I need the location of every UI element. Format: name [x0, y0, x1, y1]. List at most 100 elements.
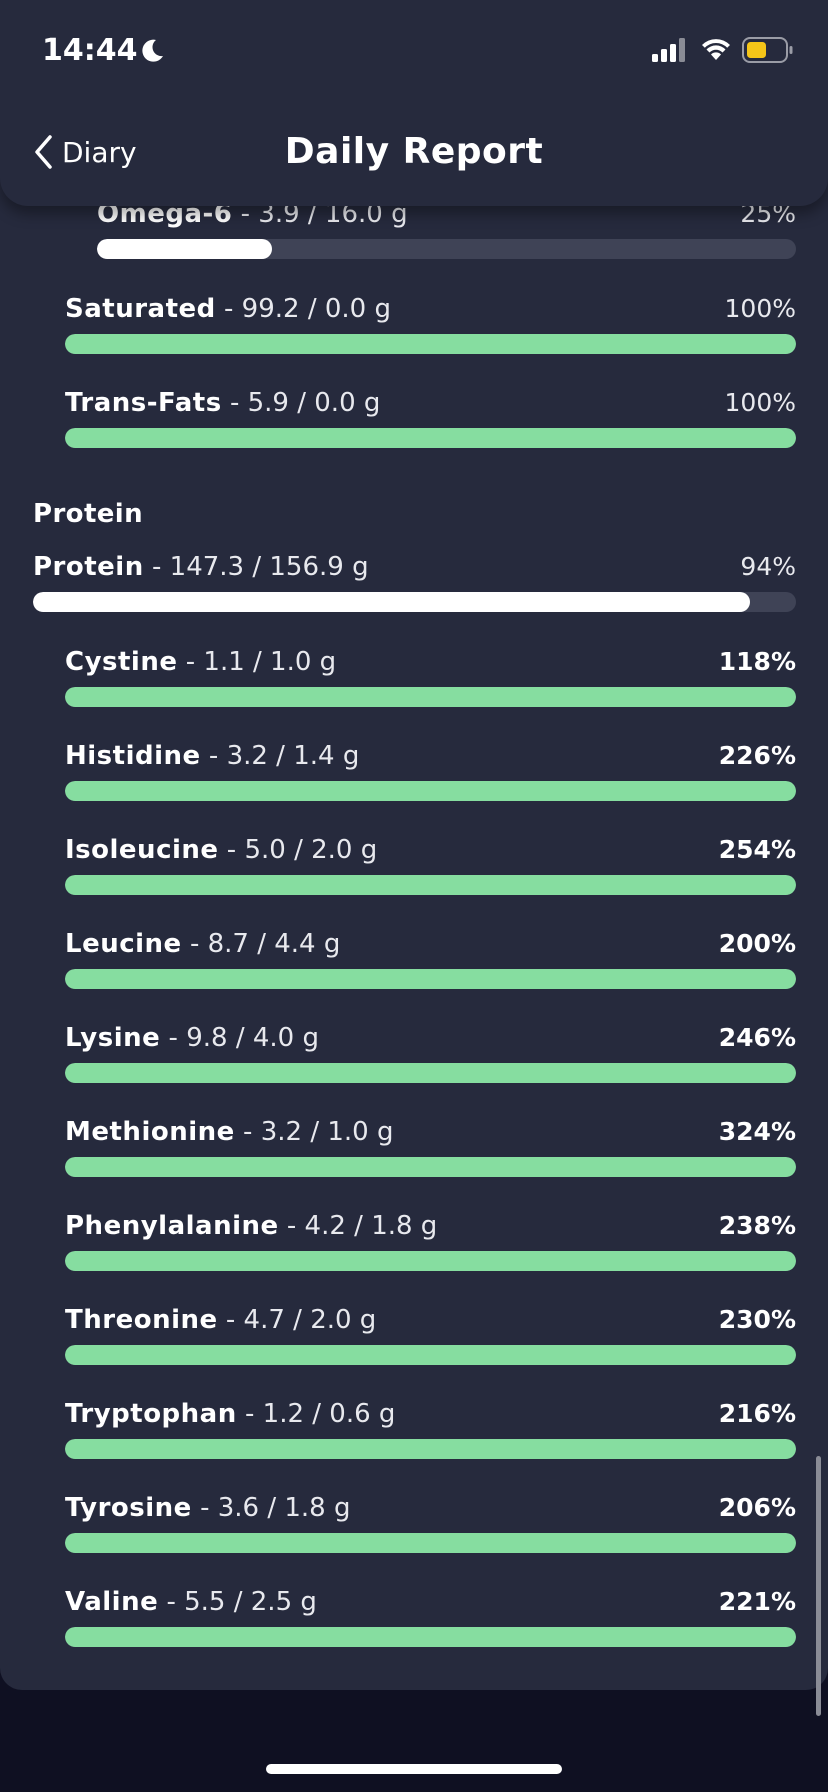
- nutrient-percent: 206%: [718, 1493, 796, 1522]
- progress-track: [65, 1157, 796, 1177]
- nutrient-row-leucine[interactable]: Leucine - 8.7 / 4.4 g 200%: [65, 928, 796, 992]
- nutrient-name: Valine: [65, 1587, 159, 1617]
- nutrient-percent: 200%: [718, 929, 796, 958]
- nutrient-name: Lysine: [65, 1023, 161, 1053]
- nutrient-amount: - 5.9 / 0.0 g: [221, 388, 381, 418]
- nutrient-name: Isoleucine: [65, 835, 219, 865]
- back-button[interactable]: Diary: [32, 132, 137, 172]
- nutrient-name: Histidine: [65, 741, 201, 771]
- progress-track: [65, 687, 796, 707]
- nutrient-row-protein[interactable]: Protein - 147.3 / 156.9 g 94%: [33, 551, 796, 615]
- report-card: Protein Omega-6 - 3.9 / 16.0 g 25% Saturat…: [0, 0, 828, 1690]
- nutrient-row-tyrosine[interactable]: Tyrosine - 3.6 / 1.8 g 206%: [65, 1492, 796, 1556]
- progress-fill: [65, 1063, 796, 1083]
- nutrient-label: Leucine - 8.7 / 4.4 g: [65, 928, 340, 960]
- nutrient-label: Isoleucine - 5.0 / 2.0 g: [65, 834, 377, 866]
- progress-fill: [65, 1251, 796, 1271]
- nutrient-label: Protein - 147.3 / 156.9 g: [33, 551, 369, 583]
- nutrient-percent: 221%: [718, 1587, 796, 1616]
- progress-track: [65, 875, 796, 895]
- progress-fill: [33, 592, 751, 612]
- nutrient-amount: - 8.7 / 4.4 g: [181, 929, 341, 959]
- nutrient-percent: 238%: [718, 1211, 796, 1240]
- back-button-label: Diary: [62, 135, 137, 169]
- nutrient-name: Leucine: [65, 929, 182, 959]
- moon-icon: [142, 39, 163, 62]
- home-indicator[interactable]: [266, 1764, 562, 1774]
- battery-low-icon: [742, 37, 793, 63]
- nutrient-name: Threonine: [65, 1305, 218, 1335]
- nutrient-row-methionine[interactable]: Methionine - 3.2 / 1.0 g 324%: [65, 1116, 796, 1180]
- nutrient-amount: - 99.2 / 0.0 g: [215, 294, 391, 324]
- nutrient-amount: - 4.7 / 2.0 g: [217, 1305, 377, 1335]
- nutrient-row-phenylalanine[interactable]: Phenylalanine - 4.2 / 1.8 g 238%: [65, 1210, 796, 1274]
- nutrient-label: Cystine - 1.1 / 1.0 g: [65, 646, 336, 678]
- section-title-protein: Protein: [33, 499, 144, 529]
- nutrient-percent: 100%: [724, 294, 796, 323]
- nutrient-row-isoleucine[interactable]: Isoleucine - 5.0 / 2.0 g 254%: [65, 834, 796, 898]
- progress-fill: [65, 1627, 796, 1647]
- progress-track: [65, 1533, 796, 1553]
- nutrient-label: Tryptophan - 1.2 / 0.6 g: [65, 1398, 395, 1430]
- nutrient-percent: 216%: [718, 1399, 796, 1428]
- progress-track: [65, 334, 796, 354]
- progress-fill: [97, 239, 272, 259]
- nav-header: 14:44 Diary Daily Report: [0, 0, 828, 206]
- nutrient-row-lysine[interactable]: Lysine - 9.8 / 4.0 g 246%: [65, 1022, 796, 1086]
- nutrient-row-trans-fats[interactable]: Trans-Fats - 5.9 / 0.0 g 100%: [65, 387, 796, 451]
- nutrient-percent: 118%: [718, 647, 796, 676]
- nutrient-percent: 94%: [740, 552, 796, 581]
- nutrient-amount: - 1.1 / 1.0 g: [177, 647, 337, 677]
- nutrient-amount: - 3.2 / 1.0 g: [234, 1117, 394, 1147]
- nutrient-name: Saturated: [65, 294, 216, 324]
- progress-track: [65, 1251, 796, 1271]
- chevron-left-icon: [35, 135, 52, 169]
- nutrient-row-tryptophan[interactable]: Tryptophan - 1.2 / 0.6 g 216%: [65, 1398, 796, 1462]
- nutrient-label: Threonine - 4.7 / 2.0 g: [65, 1304, 376, 1336]
- nutrient-label: Methionine - 3.2 / 1.0 g: [65, 1116, 393, 1148]
- nutrient-label: Valine - 5.5 / 2.5 g: [65, 1586, 317, 1618]
- nutrient-percent: 100%: [724, 388, 796, 417]
- progress-track: [65, 428, 796, 448]
- progress-track: [65, 781, 796, 801]
- nutrient-row-cystine[interactable]: Cystine - 1.1 / 1.0 g 118%: [65, 646, 796, 710]
- progress-fill: [65, 1345, 796, 1365]
- nutrient-percent: 246%: [718, 1023, 796, 1052]
- nutrient-name: Methionine: [65, 1117, 235, 1147]
- scrollbar[interactable]: [816, 1456, 821, 1716]
- nutrient-name: Tyrosine: [65, 1493, 192, 1523]
- progress-track: [65, 1439, 796, 1459]
- nutrient-label: Trans-Fats - 5.9 / 0.0 g: [65, 387, 380, 419]
- progress-fill: [65, 687, 796, 707]
- nutrient-row-histidine[interactable]: Histidine - 3.2 / 1.4 g 226%: [65, 740, 796, 804]
- nutrient-amount: - 3.6 / 1.8 g: [191, 1493, 351, 1523]
- progress-track: [33, 592, 796, 612]
- nutrient-label: Lysine - 9.8 / 4.0 g: [65, 1022, 319, 1054]
- nutrient-amount: - 5.0 / 2.0 g: [218, 835, 378, 865]
- progress-track: [65, 1063, 796, 1083]
- page-title: Daily Report: [284, 131, 544, 172]
- progress-track: [97, 239, 796, 259]
- nutrient-percent: 254%: [718, 835, 796, 864]
- nutrient-percent: 226%: [718, 741, 796, 770]
- nutrient-amount: - 147.3 / 156.9 g: [143, 552, 369, 582]
- nutrient-label: Histidine - 3.2 / 1.4 g: [65, 740, 359, 772]
- nutrient-row-saturated[interactable]: Saturated - 99.2 / 0.0 g 100%: [65, 293, 796, 357]
- nutrient-name: Tryptophan: [65, 1399, 237, 1429]
- nutrient-row-omega-6[interactable]: Omega-6 - 3.9 / 16.0 g 25%: [97, 198, 796, 262]
- nutrient-row-valine[interactable]: Valine - 5.5 / 2.5 g 221%: [65, 1586, 796, 1650]
- progress-track: [65, 1627, 796, 1647]
- wifi-icon: [702, 39, 730, 60]
- progress-fill: [65, 1157, 796, 1177]
- nutrient-amount: - 1.2 / 0.6 g: [236, 1399, 396, 1429]
- nutrient-amount: - 4.2 / 1.8 g: [278, 1211, 438, 1241]
- progress-fill: [65, 969, 796, 989]
- nutrient-amount: - 9.8 / 4.0 g: [160, 1023, 319, 1053]
- nutrient-percent: 230%: [718, 1305, 796, 1334]
- nutrient-percent: 324%: [718, 1117, 796, 1146]
- nutrient-row-threonine[interactable]: Threonine - 4.7 / 2.0 g 230%: [65, 1304, 796, 1368]
- progress-track: [65, 1345, 796, 1365]
- progress-fill: [65, 428, 796, 448]
- nutrient-label: Tyrosine - 3.6 / 1.8 g: [65, 1492, 351, 1524]
- progress-fill: [65, 1439, 796, 1459]
